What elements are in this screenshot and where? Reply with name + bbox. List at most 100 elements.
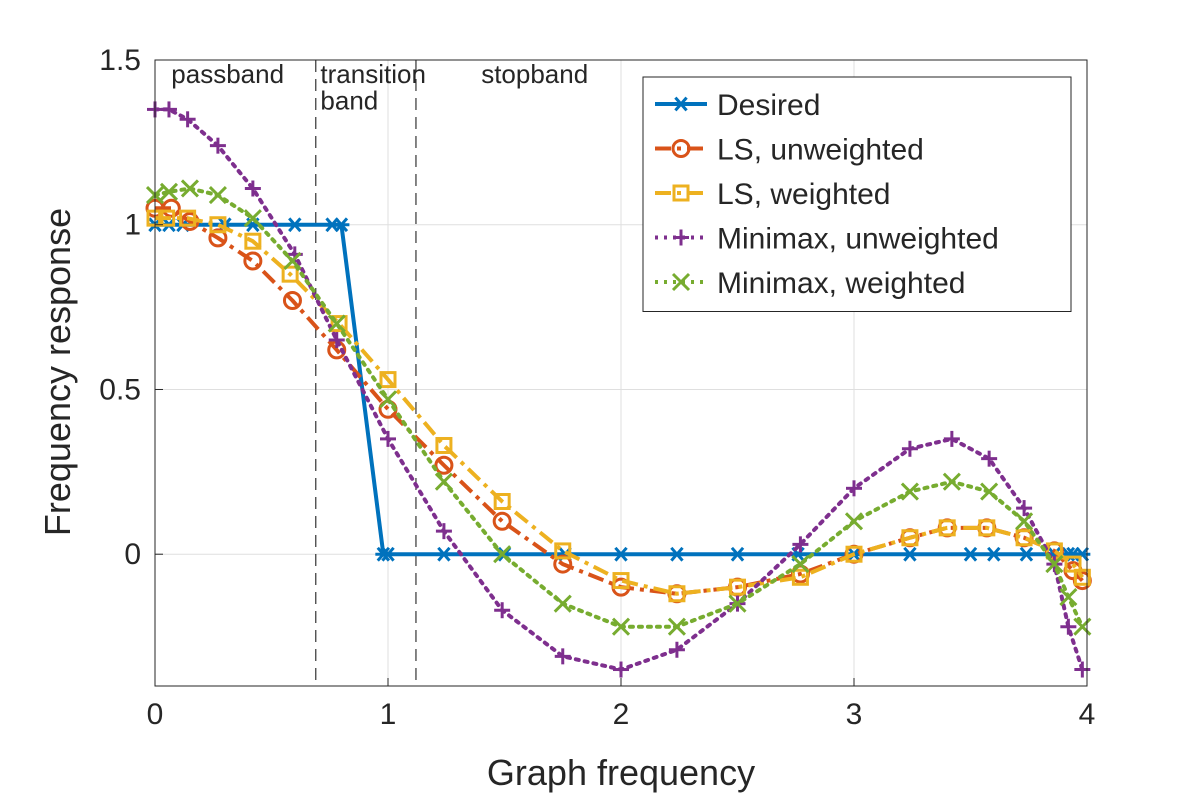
data-point (1074, 661, 1091, 678)
data-point (243, 209, 262, 228)
legend-marker (672, 184, 690, 202)
data-point (379, 371, 397, 389)
data-point (244, 232, 262, 250)
legend-label: LS, unweighted (717, 134, 924, 167)
data-point (981, 450, 998, 467)
data-point (380, 430, 396, 447)
data-point (728, 594, 747, 613)
data-point (208, 186, 227, 205)
data-point (243, 251, 263, 271)
legend-label: Desired (717, 89, 820, 122)
data-point (281, 265, 299, 283)
data-point (553, 594, 572, 613)
data-point (209, 137, 226, 154)
data-point (378, 390, 398, 409)
y-tick-label: 1 (124, 209, 141, 242)
data-point (380, 546, 396, 562)
data-point (938, 519, 956, 537)
x-tick-label: 4 (1079, 698, 1096, 731)
y-tick-label: 0.5 (99, 373, 141, 406)
data-point (435, 436, 453, 454)
data-point (434, 455, 454, 475)
region-label: stopband (481, 59, 588, 89)
data-point (180, 179, 200, 198)
legend-item: LS, weighted (655, 178, 890, 211)
data-point (435, 523, 452, 540)
data-point (553, 554, 573, 574)
data-point (1073, 617, 1092, 636)
data-point (494, 602, 511, 619)
band-edge-lines (315, 60, 417, 686)
data-point (1064, 555, 1082, 573)
data-point (283, 251, 302, 271)
data-point (161, 198, 181, 218)
legend-item: LS, unweighted (655, 134, 924, 167)
legend: Desired LS, unweighted LS, weighted Minimax… (642, 76, 1072, 312)
legend-label: Minimax, weighted (717, 267, 965, 300)
data-point (286, 217, 303, 233)
data-point (791, 555, 810, 574)
data-point (493, 545, 512, 564)
axis-ticks: 0 1 2 3 4 0 0.5 1 1.5 (99, 44, 1095, 731)
data-point (791, 568, 809, 586)
data-point (282, 291, 302, 311)
legend-marker (671, 272, 691, 292)
x-tick-label: 0 (147, 698, 164, 731)
data-point (962, 546, 979, 562)
data-point (179, 209, 197, 227)
data-point (1074, 546, 1091, 562)
data-point (333, 217, 350, 233)
region-label: band (320, 85, 378, 115)
legend-item: Desired (655, 89, 820, 122)
data-point (160, 101, 177, 118)
data-point (1018, 546, 1035, 562)
legend-marker (671, 139, 691, 158)
region-label: transition (320, 59, 426, 89)
data-point (554, 542, 572, 560)
data-point (729, 546, 746, 562)
data-point (844, 512, 864, 531)
data-point (901, 546, 918, 562)
data-point (613, 661, 629, 678)
data-point (1015, 512, 1034, 531)
data-point (942, 472, 961, 491)
data-point (179, 111, 196, 128)
data-point (328, 332, 345, 349)
data-point (159, 182, 179, 201)
data-point (846, 480, 862, 497)
data-point (668, 585, 686, 603)
legend-label: Minimax, unweighted (717, 223, 999, 256)
data-point (1060, 618, 1077, 635)
data-point (668, 546, 685, 562)
x-tick-label: 2 (613, 698, 630, 731)
data-point (434, 472, 453, 491)
y-axis-title: Frequency response (37, 208, 78, 536)
data-point (1073, 568, 1091, 586)
data-point (327, 314, 346, 333)
legend-item: Minimax, weighted (655, 267, 965, 300)
data-point (985, 546, 1002, 562)
data-point (845, 545, 863, 563)
y-tick-label: 0 (124, 538, 141, 571)
y-tick-label: 1.5 (99, 44, 141, 77)
data-point (980, 482, 999, 501)
series-4 (147, 101, 1091, 678)
region-label: passband (171, 59, 284, 89)
series-line (155, 216, 1084, 596)
data-point (668, 641, 685, 658)
data-point (158, 209, 176, 227)
legend-label: LS, weighted (717, 178, 890, 211)
data-point (729, 578, 746, 596)
x-tick-label: 1 (380, 698, 397, 731)
data-point (901, 440, 918, 457)
series-5 (145, 179, 1092, 636)
data-point (667, 617, 686, 636)
data-point (792, 536, 809, 553)
legend-item: Minimax, unweighted (655, 223, 999, 256)
data-point (901, 529, 919, 547)
data-point (554, 648, 571, 665)
data-point (611, 617, 631, 636)
data-point (1015, 529, 1033, 547)
legend-box (642, 76, 1072, 312)
